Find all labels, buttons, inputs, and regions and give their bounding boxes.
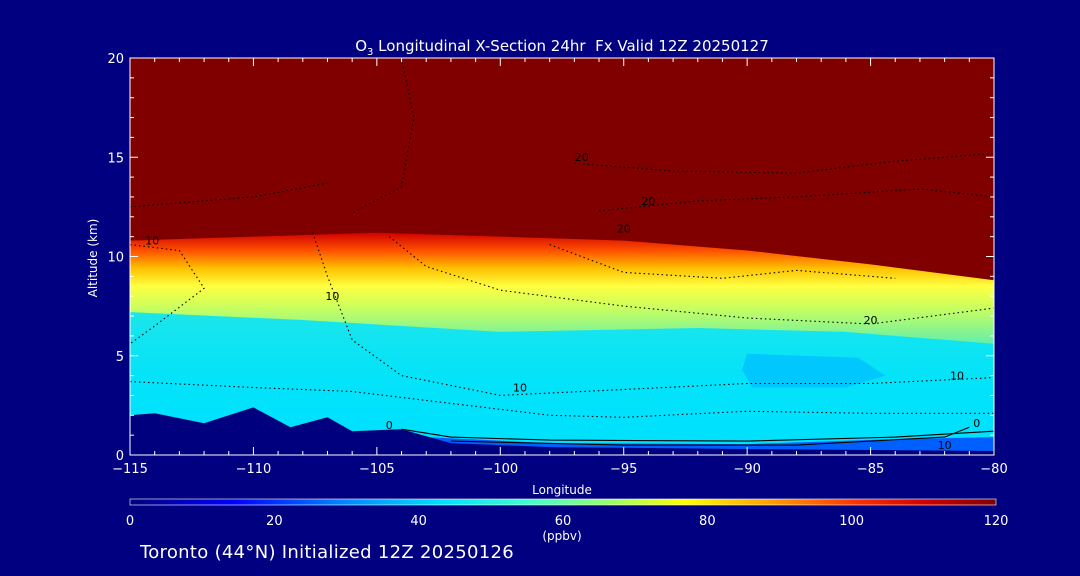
contour-line <box>401 428 994 442</box>
footer-init-text: Toronto (44°N) Initialized 12Z 20250126 <box>140 542 515 563</box>
x-tick-label: −100 <box>482 462 518 477</box>
contour-label: 10 <box>938 439 952 452</box>
colorbar-ticks: 0 20 40 60 80 100 120 <box>126 514 1009 529</box>
contour-line <box>598 188 994 212</box>
colorbar-tick-label: 20 <box>266 514 283 529</box>
contour-line <box>130 182 328 208</box>
x-tick-label: −110 <box>236 462 272 477</box>
contour-line <box>312 232 994 396</box>
colorbar-tick-label: 100 <box>839 514 864 529</box>
x-tick-label: −80 <box>980 462 1007 477</box>
contour-line <box>450 426 970 446</box>
colorbar-tick-label: 60 <box>555 514 572 529</box>
colorbar <box>129 498 997 506</box>
y-tick-label: 10 <box>107 251 124 266</box>
x-tick-label: −95 <box>610 462 637 477</box>
colorbar-tick-label: 80 <box>699 514 716 529</box>
colorbar-tick-label: 120 <box>984 514 1009 529</box>
contour-line <box>130 244 205 345</box>
x-tick-label: −90 <box>733 462 760 477</box>
contour-label: 10 <box>145 235 159 248</box>
x-tick-label: −105 <box>359 462 395 477</box>
x-tick-label: −115 <box>112 462 148 477</box>
contour-label: 10 <box>950 370 964 383</box>
x-axis-label: Longitude <box>532 483 592 497</box>
contour-label: 10 <box>513 381 527 394</box>
y-tick-label: 20 <box>107 52 124 67</box>
terrain-fill <box>130 407 994 455</box>
contour-label: 20 <box>864 314 878 327</box>
plot-area: 10 10 20 20 20 20 10 10 0 0 10 <box>130 58 994 455</box>
contour-label: 0 <box>386 419 393 432</box>
x-axis: −115 −110 −105 −100 −95 −90 −85 −80 <box>112 58 1008 477</box>
ozone-low-band <box>742 353 886 388</box>
chart-title: O3 Longitudinal X-Section 24hr Fx Valid … <box>355 37 769 58</box>
y-axis: 0 5 10 15 20 <box>107 52 994 464</box>
contour-label: 10 <box>325 290 339 303</box>
contour-label: 20 <box>617 223 631 236</box>
colorbar-unit-label: (ppbv) <box>542 529 581 543</box>
y-tick-label: 15 <box>107 151 124 166</box>
y-tick-label: 0 <box>116 449 124 464</box>
contour-lines <box>130 58 994 446</box>
colorbar-tick-label: 0 <box>126 514 134 529</box>
x-tick-label: −85 <box>857 462 884 477</box>
contour-labels: 10 10 20 20 20 20 10 10 0 0 10 <box>145 151 980 452</box>
colorbar-tick-label: 40 <box>410 514 427 529</box>
contour-label: 0 <box>973 417 980 430</box>
lower-troposphere-fill <box>130 312 994 455</box>
y-tick-label: 5 <box>116 350 124 365</box>
contour-label: 20 <box>575 151 589 164</box>
contour-label: 20 <box>641 195 655 208</box>
y-axis-label: Altitude (km) <box>86 219 100 298</box>
